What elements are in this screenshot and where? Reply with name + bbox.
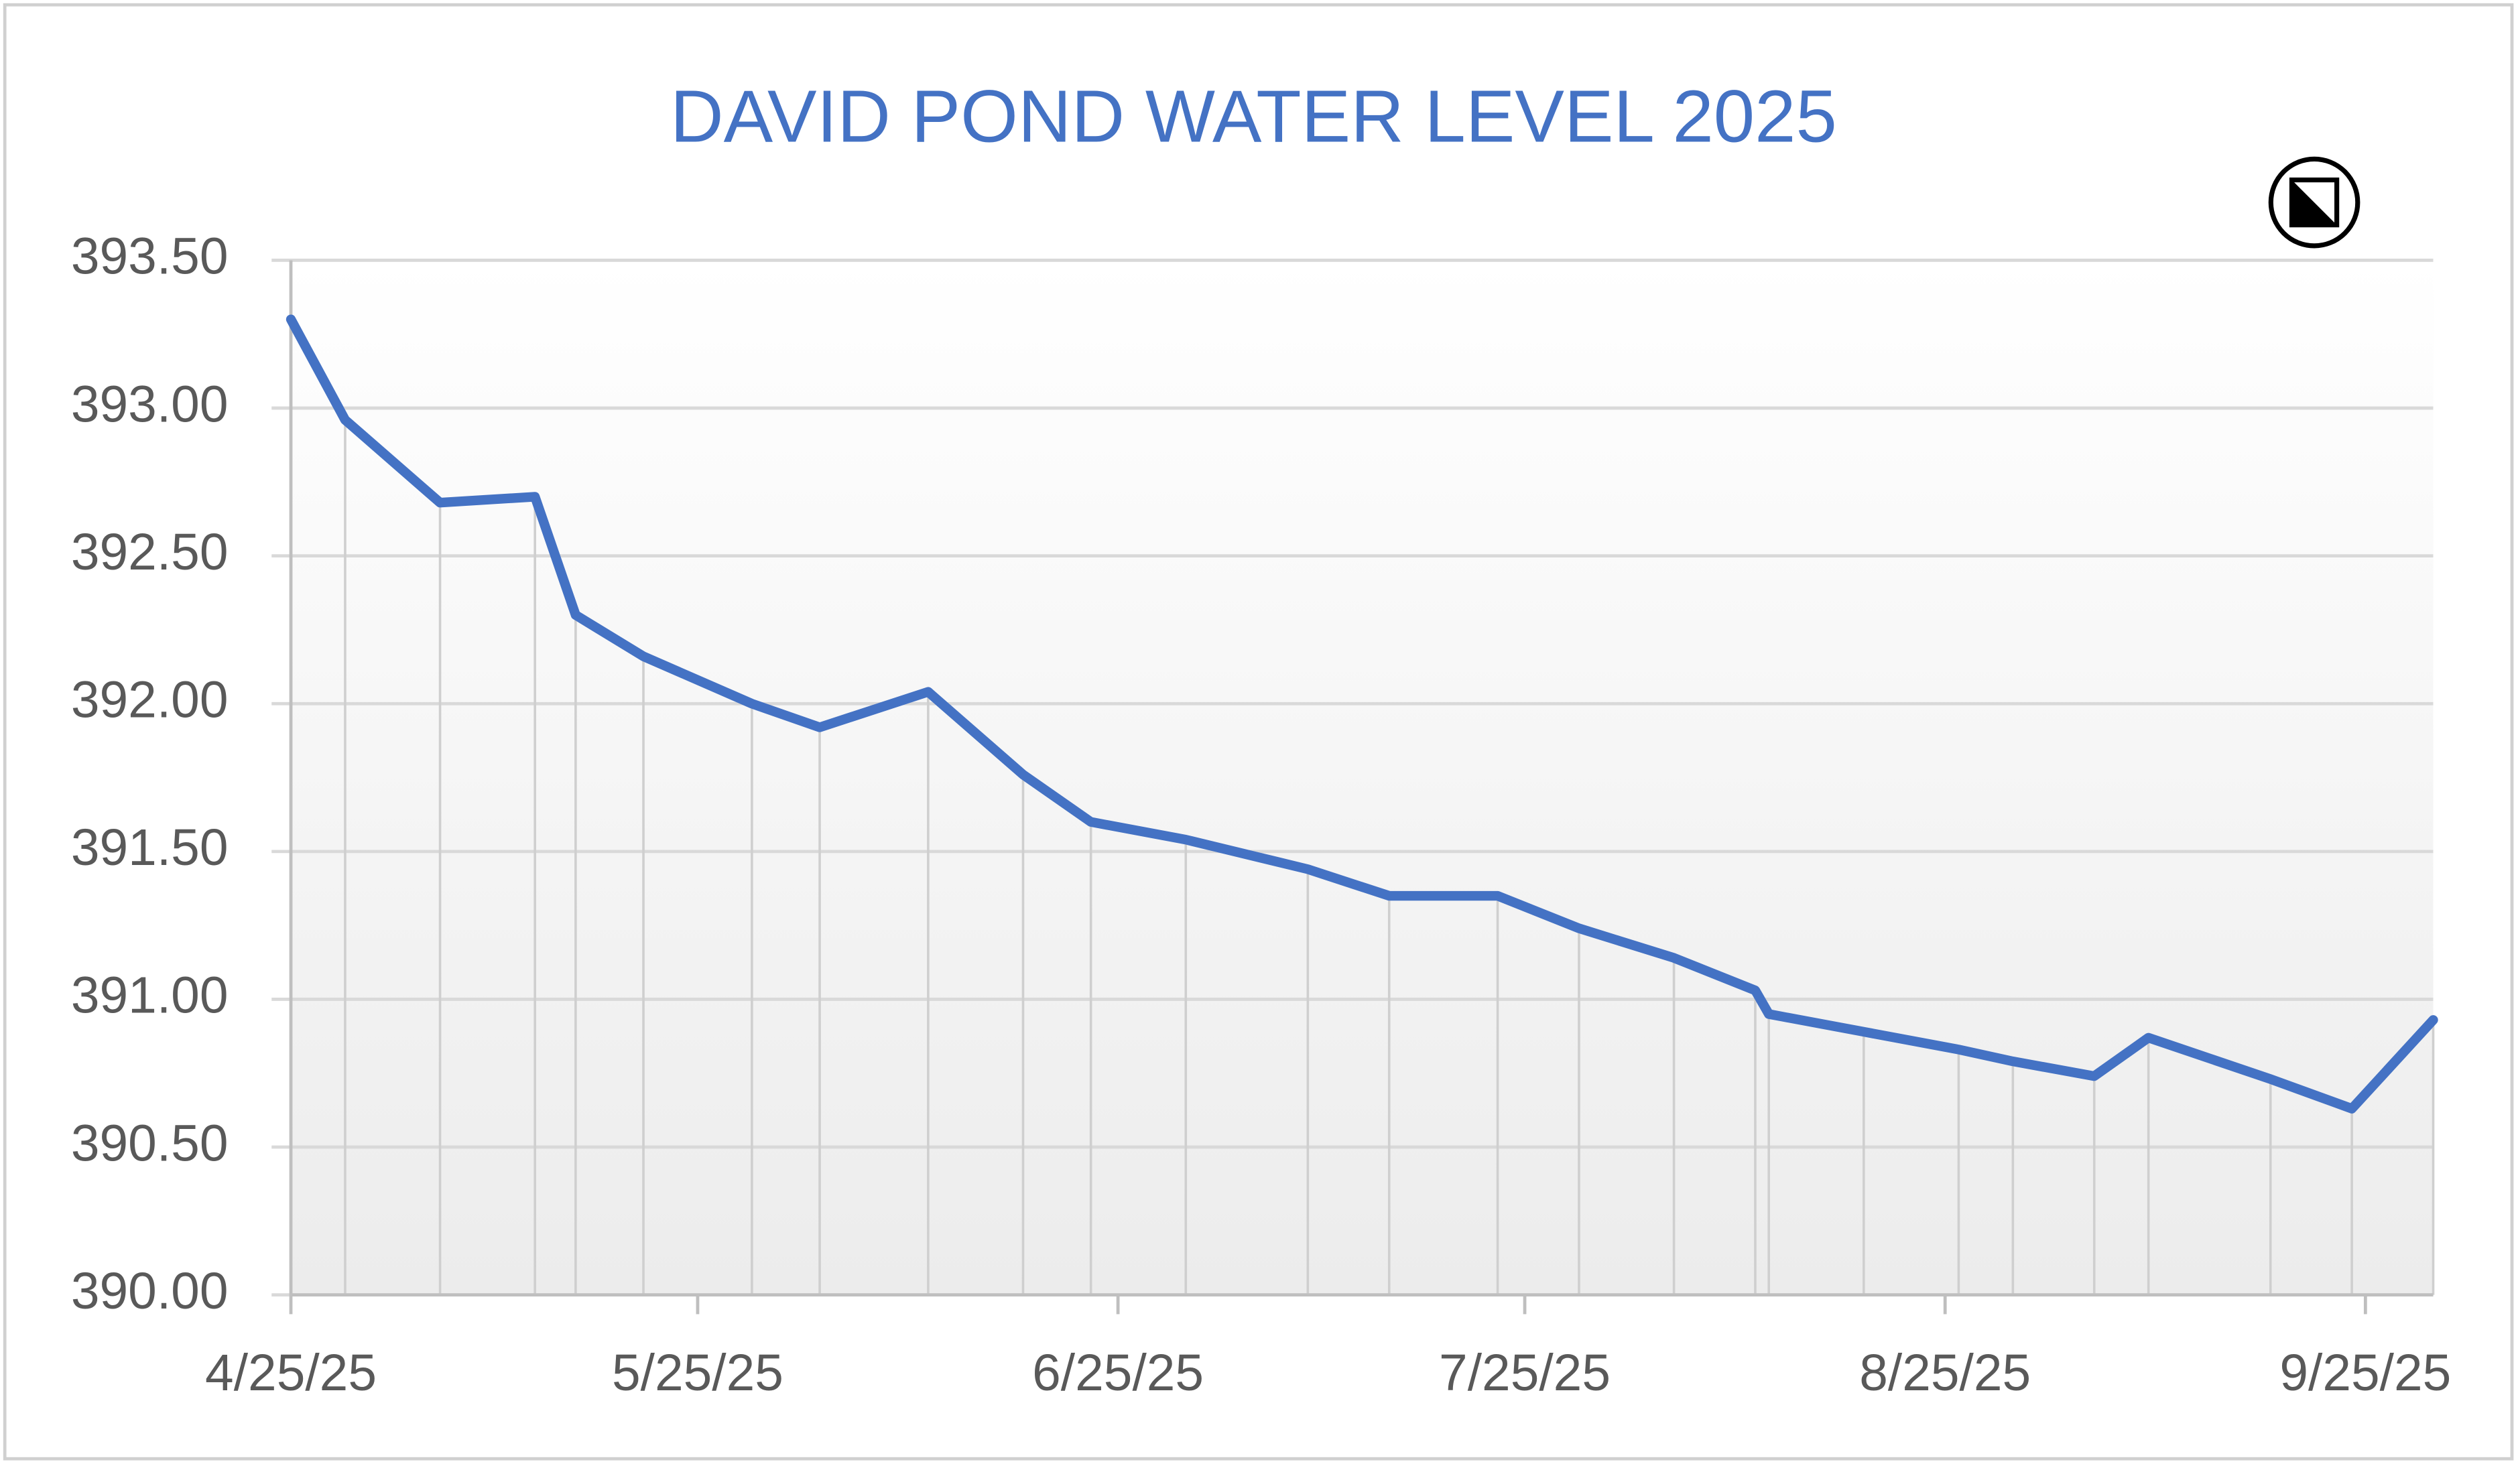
chart-title: DAVID POND WATER LEVEL 2025 — [670, 75, 1837, 157]
x-tick-label: 6/25/25 — [1032, 1345, 1204, 1402]
x-tick-label: 7/25/25 — [1439, 1345, 1611, 1402]
y-tick-label: 390.00 — [71, 1263, 229, 1320]
y-tick-label: 393.00 — [71, 376, 229, 433]
y-tick-label: 392.50 — [71, 524, 229, 581]
x-tick-label: 5/25/25 — [612, 1345, 783, 1402]
y-tick-label: 393.50 — [71, 228, 229, 285]
corner-icon — [2268, 156, 2360, 249]
x-tick-label: 4/25/25 — [205, 1345, 377, 1402]
y-tick-label: 391.50 — [71, 819, 229, 876]
y-tick-label: 392.00 — [71, 672, 229, 729]
x-tick-label: 9/25/25 — [2279, 1345, 2451, 1402]
data-line — [286, 314, 2438, 1114]
plot-area — [291, 260, 2434, 1295]
y-tick-label: 390.50 — [71, 1115, 229, 1172]
x-tick-label: 8/25/25 — [1859, 1345, 2031, 1402]
y-tick-label: 391.00 — [71, 967, 229, 1024]
